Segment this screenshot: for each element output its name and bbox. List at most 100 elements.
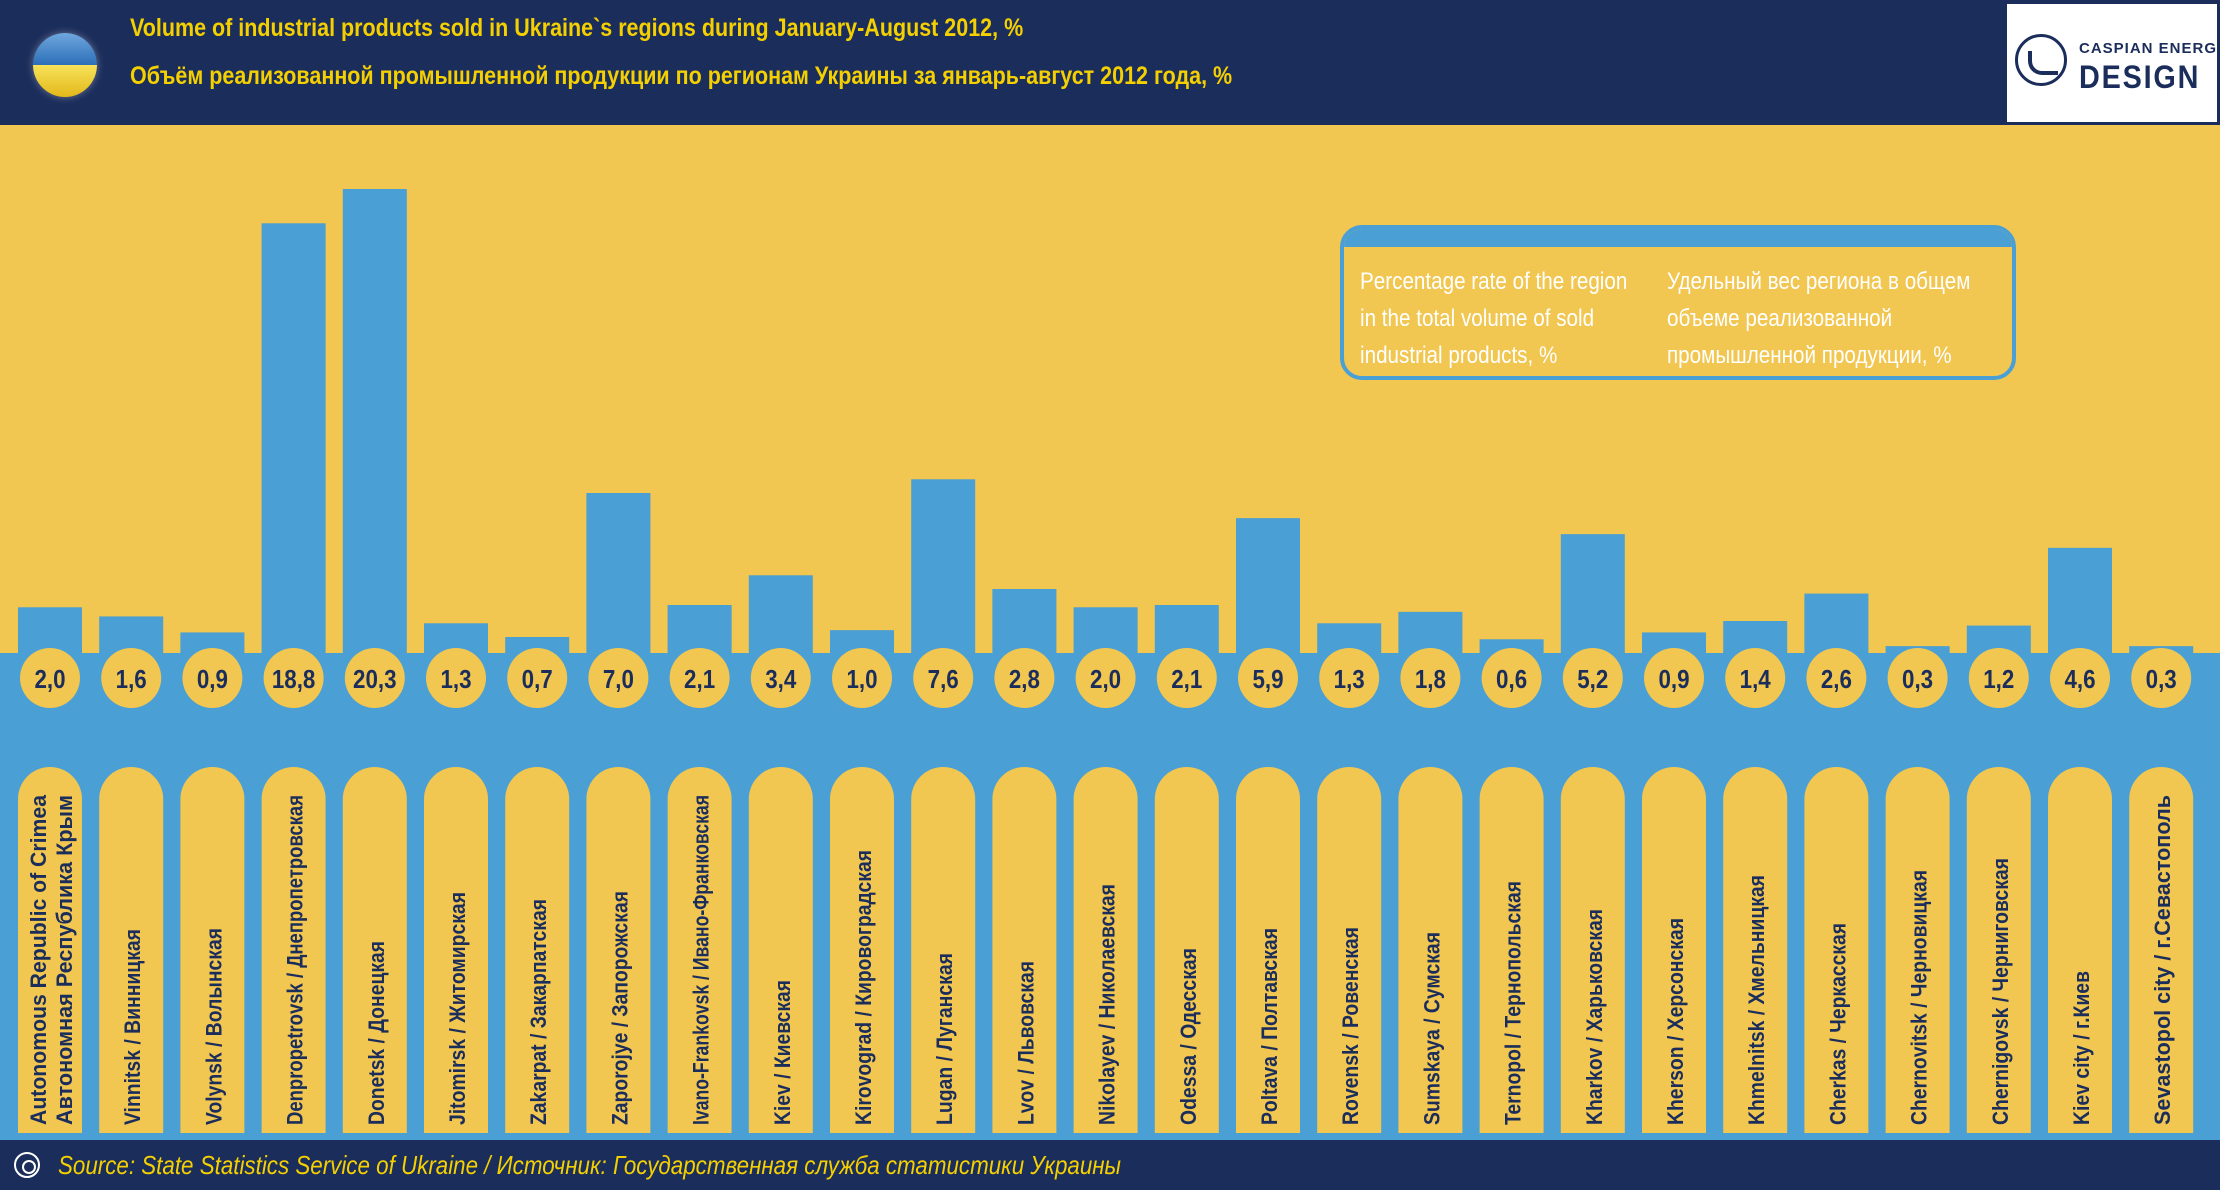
category-label-text: Sumskaya / Сумская bbox=[1419, 932, 1444, 1125]
category-label-text: Lvov / Львовская bbox=[1013, 961, 1038, 1125]
bar bbox=[667, 605, 732, 655]
caspian-energy-logo: CASPIAN ENERGY DESIGN bbox=[2007, 4, 2220, 122]
value-bubble bbox=[1156, 648, 1217, 708]
category-label-pill bbox=[99, 767, 164, 1133]
value-bubble bbox=[1806, 648, 1867, 708]
category-label: Sevastopol city / г.Севастополь bbox=[2150, 795, 2175, 1125]
bar bbox=[1236, 518, 1300, 655]
bar bbox=[180, 632, 245, 655]
data-label: 7,0 bbox=[603, 665, 634, 694]
source-note: Source: State Statistics Service of Ukra… bbox=[58, 1150, 1122, 1180]
category-label-pill bbox=[342, 767, 407, 1133]
category-label-text: Chernigovsk / Черниговская bbox=[1988, 858, 2013, 1125]
category-label: Vinnitsk / Винницкая bbox=[120, 929, 145, 1125]
category-label-text: Rovensk / Ровенская bbox=[1338, 927, 1363, 1125]
category-label: Zaporojye / Запорожская bbox=[607, 891, 632, 1125]
bar bbox=[1642, 632, 1706, 655]
value-bubble bbox=[507, 648, 568, 708]
category-label-pill bbox=[586, 767, 651, 1133]
data-label: 1,3 bbox=[1334, 665, 1365, 694]
data-label: 0,6 bbox=[1496, 665, 1527, 694]
category-label-text: Volynsk / Волынская bbox=[201, 928, 226, 1125]
data-label: 0,7 bbox=[522, 665, 553, 694]
footer-bar: Source: State Statistics Service of Ukra… bbox=[0, 1140, 2220, 1190]
category-label-text: Kharkov / Харьковская bbox=[1582, 909, 1607, 1125]
value-bubble bbox=[426, 648, 486, 708]
category-label-text: Sevastopol city / г.Севастополь bbox=[2150, 795, 2175, 1125]
bar bbox=[911, 479, 976, 655]
data-label: 2,1 bbox=[684, 665, 715, 694]
value-bubble bbox=[994, 648, 1055, 708]
category-label-pill bbox=[180, 767, 245, 1133]
category-label: Sumskaya / Сумская bbox=[1419, 932, 1444, 1125]
data-label: 2,8 bbox=[1009, 665, 1040, 694]
category-label-text: Odessa / Одесская bbox=[1176, 948, 1201, 1125]
bar bbox=[992, 589, 1057, 655]
value-bubble bbox=[913, 648, 974, 708]
value-bubble bbox=[1725, 648, 1786, 708]
category-label-pill bbox=[1317, 767, 1382, 1133]
category-label-text: Donetsk / Донецкая bbox=[364, 941, 389, 1125]
value-bubble bbox=[2131, 648, 2192, 708]
category-label-pill bbox=[1154, 767, 1219, 1133]
category-label: Cherkas / Черкасская bbox=[1825, 923, 1850, 1125]
data-label: 1,0 bbox=[846, 665, 877, 694]
source-emblem-icon bbox=[14, 1152, 40, 1178]
category-label-pill bbox=[1236, 767, 1300, 1133]
header-bar: Volume of industrial products sold in Uk… bbox=[0, 0, 2220, 125]
category-label: Kherson / Херсонская bbox=[1663, 918, 1688, 1125]
category-label-pill bbox=[1966, 767, 2031, 1133]
data-label: 0,9 bbox=[1658, 665, 1689, 694]
category-label: Jitomirsk / Житомирская bbox=[445, 892, 470, 1125]
value-bubble bbox=[182, 648, 243, 708]
value-bubble bbox=[2050, 648, 2110, 708]
bar bbox=[18, 607, 82, 655]
value-bubble bbox=[1481, 648, 1542, 708]
bar bbox=[1804, 593, 1869, 655]
logo-emblem-icon bbox=[2015, 34, 2067, 86]
bar bbox=[1398, 611, 1463, 655]
category-label: Kiev city / г.Киев bbox=[2069, 971, 2094, 1125]
category-label-pill bbox=[1560, 767, 1625, 1133]
data-label: 7,6 bbox=[928, 665, 959, 694]
category-label-text: Jitomirsk / Житомирская bbox=[445, 892, 470, 1125]
category-label: Lvov / Львовская bbox=[1013, 961, 1038, 1125]
category-label: Chernovitsk / Черновицкая bbox=[1907, 870, 1932, 1125]
category-label: Kharkov / Харьковская bbox=[1582, 909, 1607, 1125]
category-label-pill bbox=[911, 767, 976, 1133]
category-label-pill bbox=[748, 767, 813, 1133]
bar bbox=[505, 637, 570, 655]
category-label: Kiev / Киевская bbox=[770, 980, 795, 1125]
value-bubble bbox=[263, 648, 324, 708]
bar bbox=[261, 223, 326, 655]
value-bubble bbox=[344, 648, 405, 708]
category-label-text: Zaporojye / Запорожская bbox=[607, 891, 632, 1125]
chart-title-en: Volume of industrial products sold in Uk… bbox=[130, 14, 1024, 42]
category-label-pill bbox=[1398, 767, 1463, 1133]
category-label-text: Cherkas / Черкасская bbox=[1825, 923, 1850, 1125]
value-bubble bbox=[1319, 648, 1380, 708]
data-label: 1,6 bbox=[116, 665, 147, 694]
bar-chart: 2,0 Autonomous Republic of Crimea Автономн… bbox=[0, 125, 2220, 1140]
value-bubble bbox=[20, 648, 80, 708]
category-label-pill bbox=[1073, 767, 1138, 1133]
category-label-text: Poltava / Полтавская bbox=[1257, 928, 1282, 1125]
category-label-pill bbox=[1804, 767, 1869, 1133]
value-bubble bbox=[832, 648, 892, 708]
logo-text-top: CASPIAN ENERGY bbox=[2079, 40, 2220, 57]
value-bubble bbox=[588, 648, 649, 708]
data-label: 20,3 bbox=[353, 665, 396, 694]
category-label-pill bbox=[424, 767, 488, 1133]
data-label: 0,9 bbox=[197, 665, 228, 694]
value-bubble bbox=[1400, 648, 1461, 708]
data-label: 0,3 bbox=[1902, 665, 1933, 694]
category-label-text: Kiev city / г.Киев bbox=[2069, 971, 2094, 1125]
chart-title-ru: Объём реализованной промышленной продукц… bbox=[130, 62, 1233, 90]
category-label-text: Nikolayev / Николаевская bbox=[1095, 884, 1120, 1125]
category-label-text: Автономная Республика Крым bbox=[52, 795, 77, 1125]
category-label-text: Ivano-Frankovsk / Ивано-Франковская bbox=[689, 795, 714, 1125]
category-label-text: Lugan / Луганская bbox=[932, 953, 957, 1125]
data-label: 2,1 bbox=[1171, 665, 1202, 694]
category-label-pill bbox=[667, 767, 732, 1133]
legend-text-ru: Удельный вес региона в общем объеме реал… bbox=[1667, 268, 1971, 369]
